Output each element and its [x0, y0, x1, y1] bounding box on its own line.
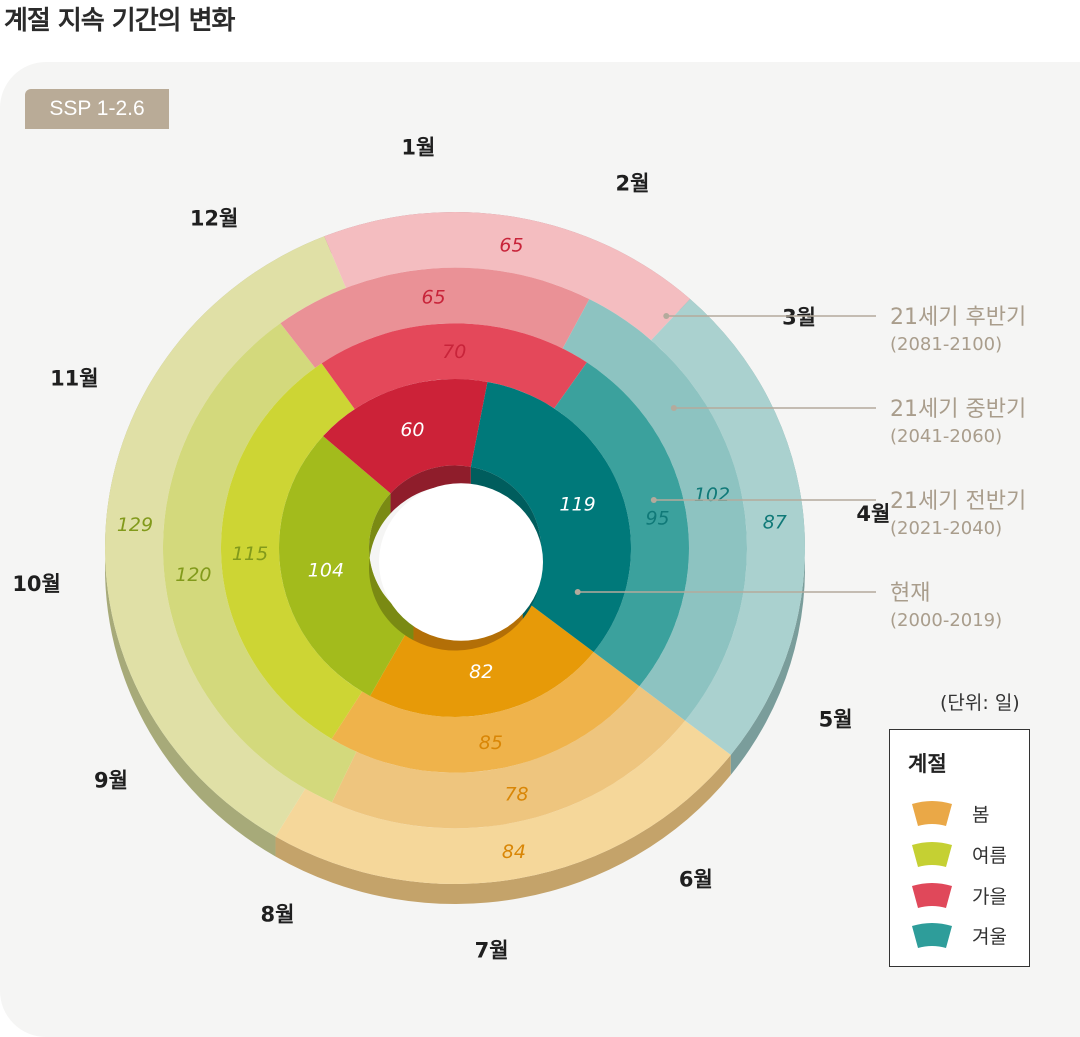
hole-wall-autumn [390, 465, 471, 514]
hole-wall-winter [470, 466, 542, 619]
value-label-winter-0: 119 [559, 494, 595, 516]
value-label-autumn-3: 65 [499, 235, 523, 257]
era-leader-dot-0 [574, 589, 581, 595]
legend-swatch-winter [912, 923, 952, 948]
era-period-0: (2000-2019) [890, 610, 1002, 631]
month-label-5: 5월 [819, 707, 853, 731]
month-label-4: 4월 [856, 502, 890, 526]
value-label-summer-3: 129 [117, 514, 153, 536]
era-name-2: 21세기 중반기 [890, 397, 1026, 422]
value-label-autumn-2: 65 [422, 286, 446, 308]
month-label-3: 3월 [782, 306, 816, 330]
hole-wall-summer [368, 493, 414, 641]
value-label-summer-1: 115 [232, 543, 268, 565]
month-label-7: 7월 [475, 939, 509, 963]
ring-segment-autumn-2 [280, 267, 590, 368]
ring-segment-autumn-0 [323, 379, 488, 494]
value-label-spring-0: 82 [469, 661, 493, 683]
era-period-1: (2021-2040) [890, 518, 1002, 539]
scenario-badge: SSP 1-2.6 [25, 89, 169, 129]
month-label-11: 11월 [50, 367, 99, 391]
ring-segment-summer-3 [105, 236, 347, 837]
era-leader-dot-2 [670, 405, 677, 411]
ring-segment-autumn-3 [324, 212, 691, 341]
ring-segment-summer-1 [221, 363, 363, 739]
month-label-8: 8월 [261, 902, 295, 926]
month-label-2: 2월 [616, 172, 650, 196]
ring-segment-summer-2 [162, 323, 357, 803]
legend-item-winter: 겨울 [910, 920, 1030, 950]
chart-center-hole [379, 483, 543, 641]
ring-segment-summer-0 [279, 436, 414, 696]
era-leader-dot-3 [663, 313, 670, 319]
month-label-1: 1월 [401, 135, 435, 159]
ring-segment-autumn-1 [321, 323, 587, 410]
value-label-spring-2: 78 [504, 783, 528, 805]
value-label-summer-2: 120 [175, 564, 211, 586]
era-name-1: 21세기 전반기 [890, 489, 1026, 514]
era-period-2: (2041-2060) [890, 426, 1002, 447]
value-label-winter-2: 102 [694, 484, 730, 506]
value-label-spring-3: 84 [502, 841, 526, 863]
value-label-winter-1: 95 [645, 508, 669, 530]
value-label-summer-0: 104 [308, 559, 344, 581]
legend-item-summer: 여름 [910, 839, 1030, 869]
value-label-spring-1: 85 [479, 732, 503, 754]
ring-segment-spring-3 [275, 720, 731, 885]
legend-swatch-summer [912, 842, 952, 867]
era-name-3: 21세기 후반기 [890, 305, 1026, 330]
value-label-autumn-0: 60 [400, 419, 424, 441]
era-name-0: 현재 [890, 581, 930, 606]
ring-segment-winter-0 [470, 381, 631, 653]
month-label-10: 10월 [12, 572, 61, 596]
value-label-autumn-1: 70 [442, 341, 466, 363]
legend-item-autumn: 가을 [910, 880, 1030, 910]
month-label-9: 9월 [94, 768, 128, 792]
ring-segment-winter-2 [562, 299, 747, 721]
legend: 계절 봄 여름 가을 겨울 [889, 729, 1030, 967]
era-leader-dot-1 [650, 497, 657, 503]
legend-label-summer: 여름 [972, 845, 1007, 867]
ring-segment-spring-2 [331, 686, 686, 829]
legend-title: 계절 [908, 752, 947, 776]
unit-label: (단위: 일) [940, 692, 1020, 714]
month-label-12: 12월 [190, 207, 239, 231]
ring-segment-winter-3 [651, 299, 805, 755]
ring-segment-spring-1 [331, 652, 640, 773]
page-title: 계절 지속 기간의 변화 [4, 6, 235, 36]
era-period-3: (2081-2100) [890, 334, 1002, 355]
legend-label-spring: 봄 [972, 804, 990, 826]
legend-item-spring: 봄 [910, 798, 1030, 828]
month-label-6: 6월 [679, 867, 713, 891]
ring-segment-winter-1 [554, 362, 689, 687]
legend-swatch-autumn [912, 883, 952, 908]
legend-swatch-spring [912, 801, 952, 826]
legend-label-winter: 겨울 [972, 926, 1007, 948]
legend-label-autumn: 가을 [972, 886, 1007, 908]
value-label-winter-3: 87 [763, 512, 787, 534]
